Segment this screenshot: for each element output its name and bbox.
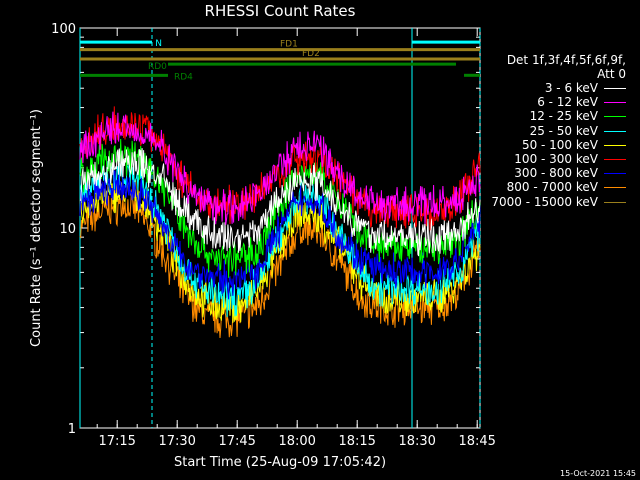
x-tick-label: 18:00 <box>278 434 315 449</box>
x-tick-label: 18:30 <box>398 434 435 449</box>
flag-label-n: N <box>155 39 162 49</box>
series-line-100-300keV <box>79 106 481 231</box>
flag-label-fd1: FD1 <box>280 40 298 50</box>
x-tick-label: 17:30 <box>158 434 195 449</box>
series-line-300-800keV <box>79 170 481 300</box>
y-tick-label: 1 <box>68 422 76 437</box>
series-line-3-6keV <box>79 148 481 257</box>
chart-title: RHESSI Count Rates <box>205 2 356 20</box>
flag-label-fd2: FD2 <box>302 49 320 59</box>
series-line-25-50keV <box>79 160 481 318</box>
y-tick-label: 100 <box>51 22 76 37</box>
x-tick-label: 17:15 <box>98 434 135 449</box>
plot-area: 1 10 100 17:15 17:30 17:45 18:00 18:15 18:30 18:4… <box>51 22 496 449</box>
x-tick-label: 18:45 <box>458 434 495 449</box>
x-tick-label: 18:15 <box>338 434 375 449</box>
x-axis-label: Start Time (25-Aug-09 17:05:42) <box>174 455 386 470</box>
y-axis-label: Count Rate (s⁻¹ detector segment⁻¹) <box>29 109 44 347</box>
series-line-6-12keV <box>79 111 481 225</box>
footer-timestamp: 15-Oct-2021 15:45 <box>560 469 636 478</box>
y-tick-label: 10 <box>59 222 76 237</box>
x-tick-label: 17:45 <box>218 434 255 449</box>
flag-label-rd0: RD0 <box>148 62 167 72</box>
flag-label-rd4: RD4 <box>174 72 193 82</box>
